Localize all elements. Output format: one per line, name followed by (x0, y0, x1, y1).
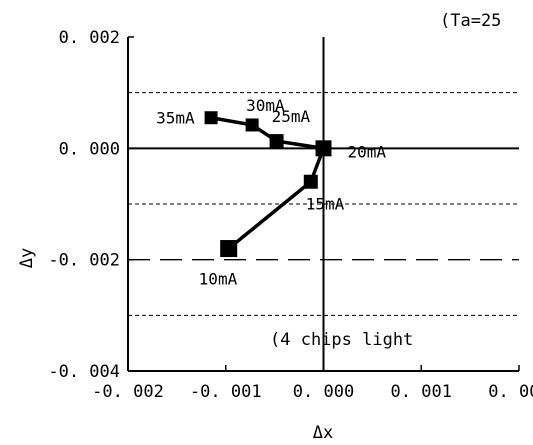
x-tick-label: 0. 002 (488, 382, 533, 402)
series (204, 111, 332, 258)
data-point-label: 25mA (272, 107, 311, 126)
x-tick-label: 0. 000 (293, 382, 354, 402)
temperature-note: (Ta=25 (440, 11, 501, 31)
x-tick-label: -0. 002 (92, 382, 164, 402)
data-point-label: 35mA (156, 109, 195, 128)
data-point-label: 15mA (306, 195, 345, 214)
x-tick-label: 0. 001 (391, 382, 452, 402)
x-axis-title: Δx (313, 423, 333, 443)
y-tick-label: 0. 000 (59, 139, 120, 159)
data-point-label: 30mA (246, 96, 285, 115)
x-tick-label: -0. 001 (190, 382, 262, 402)
data-point-marker (303, 174, 318, 189)
grid-lines (128, 37, 519, 371)
axes (127, 36, 520, 372)
series-line (210, 115, 326, 250)
data-point-marker (269, 134, 284, 149)
y-tick-label: -0. 002 (48, 251, 120, 271)
chips-note: (4 chips light (270, 330, 413, 350)
data-point-label: 10mA (199, 270, 238, 289)
data-point-marker (315, 140, 332, 157)
data-point-marker (220, 240, 238, 258)
data-point-marker (204, 111, 218, 125)
data-point-label: 20mA (348, 142, 387, 161)
tick-labels: -0. 002 -0. 001 0. 000 0. 001 0. 002 0. 002 0.… (48, 28, 533, 402)
data-point-marker (245, 118, 259, 132)
y-tick-label: 0. 002 (59, 28, 120, 48)
y-axis-title: Δy (17, 248, 37, 268)
y-tick-label: -0. 004 (48, 362, 120, 382)
